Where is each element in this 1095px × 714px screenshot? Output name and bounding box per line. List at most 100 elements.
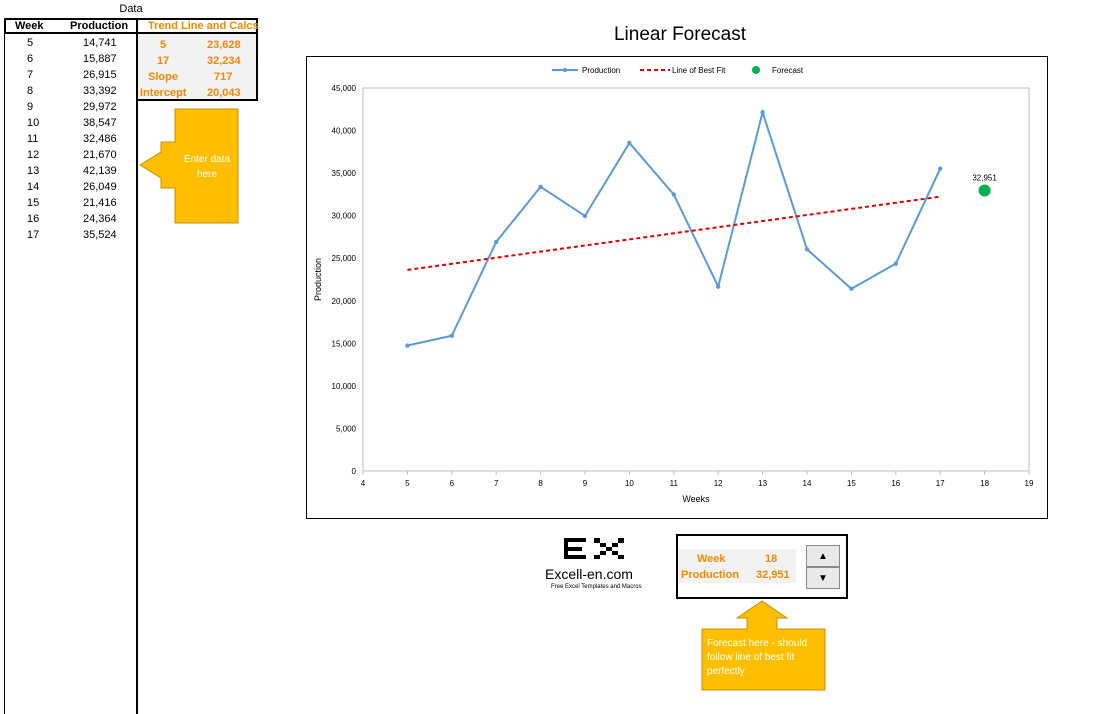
week-header: Week [15, 20, 44, 32]
x-tick-label: 10 [625, 479, 634, 488]
week-decrement-button[interactable]: ▼ [806, 567, 840, 589]
plot-area [362, 87, 1030, 472]
legend-forecast-label: Forecast [772, 66, 804, 75]
intercept-label: Intercept [140, 87, 187, 99]
week-cell: 13 [27, 165, 40, 177]
y-tick-label: 20,000 [332, 297, 357, 306]
production-cell: 42,139 [83, 165, 117, 177]
slope-value: 717 [214, 71, 233, 83]
calc-start-week: 5 [160, 39, 167, 51]
chart-frame [306, 56, 1048, 519]
forecast-panel [676, 534, 848, 599]
table-row: 8 33,392 [5, 85, 140, 101]
production-cell: 15,887 [83, 53, 117, 65]
x-tick-label: 12 [714, 479, 723, 488]
data-table: 5 14,741 6 15,887 7 26,915 8 33,392 9 29,972 10 38,… [4, 18, 138, 714]
production-cell: 14,741 [83, 37, 117, 49]
table-row: 5 14,741 [5, 37, 140, 53]
production-series-line [407, 108, 942, 347]
x-tick-label: 7 [494, 479, 499, 488]
table-row: 13 42,139 [5, 165, 140, 181]
production-point [716, 284, 721, 289]
chart-title: Linear Forecast [613, 24, 746, 45]
logo-text: Excell-en.com [545, 566, 633, 582]
week-cell: 14 [27, 181, 40, 193]
week-cell: 17 [27, 229, 40, 241]
table-row: 7 26,915 [5, 69, 140, 85]
week-cell: 12 [27, 149, 40, 161]
table-row: 10 38,547 [5, 117, 140, 133]
trend-calcs-header: Trend Line and Calcs [148, 20, 259, 32]
forecast-data-label: 32,951 [972, 174, 997, 183]
y-tick-label: 0 [352, 467, 357, 476]
production-point [671, 192, 676, 197]
legend-production-label: Production [582, 66, 620, 75]
x-tick-label: 11 [670, 479, 679, 488]
week-cell: 5 [27, 37, 34, 49]
forecast-callout-shape [701, 600, 826, 691]
table-row: 6 15,887 [5, 53, 140, 69]
trend-calcs-table [136, 34, 258, 101]
week-cell: 7 [27, 69, 34, 81]
x-tick-label: 18 [980, 479, 989, 488]
production-point [804, 247, 810, 252]
table-row: 17 35,524 [5, 229, 140, 245]
production-point [449, 333, 454, 338]
y-tick-label: 45,000 [332, 84, 357, 93]
production-point [849, 286, 854, 291]
production-cell: 24,364 [83, 213, 117, 225]
x-tick-label: 13 [758, 479, 767, 488]
production-point [582, 213, 588, 219]
week-cell: 16 [27, 213, 40, 225]
x-tick-label: 14 [803, 479, 812, 488]
production-point [405, 343, 410, 348]
x-tick-label: 6 [450, 479, 455, 488]
enter-data-callout-shape [139, 108, 239, 224]
forecast-table [678, 549, 796, 583]
y-tick-label: 30,000 [332, 212, 357, 221]
production-cell: 35,524 [83, 229, 117, 241]
forecast-point [978, 184, 991, 197]
data-caption: Data [119, 3, 143, 15]
week-cell: 10 [27, 117, 40, 129]
production-cell: 26,915 [83, 69, 117, 81]
forecast-production-label: Production [681, 569, 740, 581]
arrow-up-icon: ▲ [818, 550, 828, 562]
header-divider [136, 18, 138, 34]
production-point [627, 140, 632, 146]
table-row: 16 24,364 [5, 213, 140, 229]
table-row: 12 21,670 [5, 149, 140, 165]
y-tick-label: 35,000 [332, 169, 357, 178]
x-tick-label: 4 [361, 479, 366, 488]
production-point [494, 239, 499, 245]
data-header-row [4, 18, 258, 34]
legend-production-marker [562, 67, 568, 73]
week-cell: 11 [27, 133, 39, 145]
arrow-down-icon: ▼ [818, 572, 828, 584]
calc-end-value: 32,234 [207, 55, 241, 67]
production-cell: 26,049 [83, 181, 117, 193]
x-tick-label: 19 [1025, 479, 1034, 488]
production-point [538, 184, 543, 189]
y-tick-label: 25,000 [332, 254, 357, 263]
enter-data-callout-text: Enter data here [183, 154, 231, 180]
y-tick-label: 10,000 [332, 382, 357, 391]
x-axis-title: Weeks [682, 494, 710, 504]
week-cell: 15 [27, 197, 40, 209]
week-cell: 8 [27, 85, 34, 97]
y-tick-label: 40,000 [332, 127, 357, 136]
table-row: 15 21,416 [5, 197, 140, 213]
week-increment-button[interactable]: ▲ [806, 545, 840, 567]
intercept-value: 20,043 [207, 87, 241, 99]
calc-start-value: 23,628 [207, 39, 241, 51]
x-tick-label: 15 [847, 479, 856, 488]
x-tick-label: 5 [405, 479, 410, 488]
x-tick-label: 16 [891, 479, 900, 488]
week-cell: 9 [27, 101, 34, 113]
week-cell: 6 [27, 53, 34, 65]
x-tick-label: 8 [538, 479, 543, 488]
production-header: Production [70, 20, 129, 32]
forecast-week-value: 18 [765, 553, 778, 565]
production-point [893, 261, 898, 266]
excellen-logo-mark [564, 538, 624, 559]
